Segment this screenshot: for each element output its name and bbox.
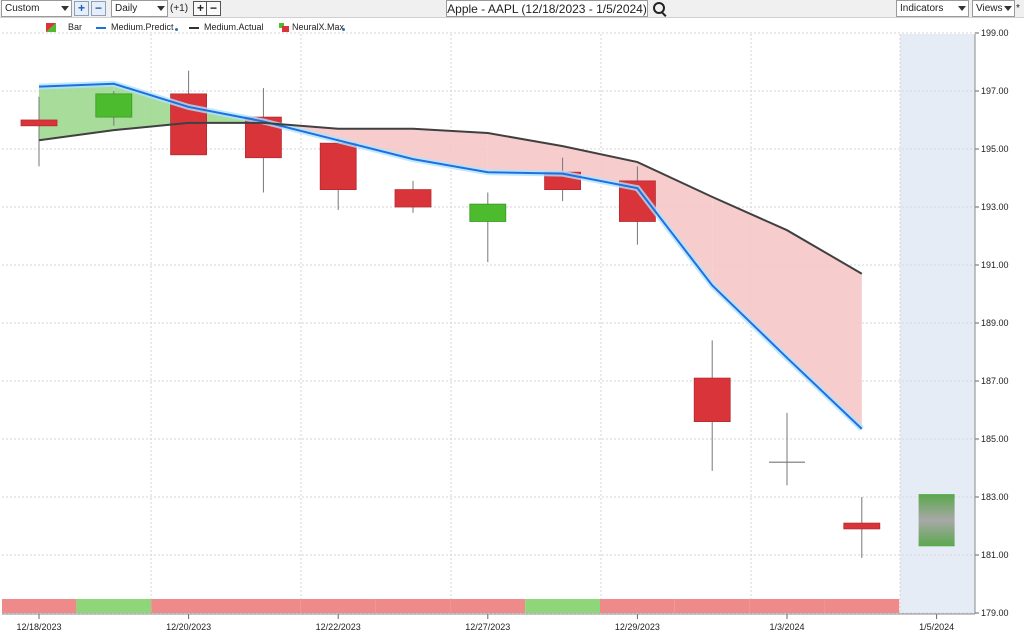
legend-label: Medium.Predict	[111, 22, 174, 32]
offset-remove-button[interactable]: −	[206, 1, 221, 16]
line-swatch-icon	[189, 27, 199, 29]
x-tick-label: 12/18/2023	[16, 622, 61, 632]
layout-select[interactable]: Custom	[1, 0, 72, 17]
chevron-down-icon	[61, 6, 69, 11]
y-tick-label: 187.00	[981, 376, 1009, 386]
modified-indicator: *	[1016, 3, 1020, 14]
layout-select-value: Custom	[5, 3, 40, 14]
offset-add-button[interactable]: +	[193, 1, 208, 16]
indicators-label: Indicators	[900, 3, 944, 14]
y-tick-label: 193.00	[981, 202, 1009, 212]
signal-strip-cell	[674, 599, 750, 613]
signal-strip-cell	[525, 599, 600, 613]
interval-select[interactable]: Daily	[111, 0, 168, 17]
x-tick-label: 12/22/2023	[316, 622, 361, 632]
candle-body[interactable]	[843, 522, 881, 530]
views-label: Views	[976, 3, 1003, 14]
signal-strip	[2, 599, 900, 613]
y-tick-label: 195.00	[981, 144, 1009, 154]
axes: 199.00 197.00 195.00 193.00 191.00 189.00 187.…	[2, 28, 1009, 632]
bar-swatch-icon	[46, 23, 56, 32]
y-tick-label: 179.00	[981, 608, 1009, 618]
toolbar: Custom + − Daily (+1) + − Apple - AAPL (…	[0, 0, 1024, 18]
spread-segment	[637, 162, 713, 286]
series-lines	[38, 80, 864, 432]
candle-body[interactable]	[319, 142, 357, 190]
candle-body[interactable]	[20, 119, 58, 127]
chevron-down-icon	[1004, 6, 1012, 11]
spread-fill	[39, 83, 862, 429]
candle-body[interactable]	[693, 377, 731, 423]
signal-strip-cell	[749, 599, 825, 613]
signal-strip-cell	[76, 599, 152, 613]
spread-segment	[712, 196, 787, 358]
line-swatch-icon	[96, 27, 106, 29]
settings-dot-icon[interactable]	[175, 28, 178, 31]
symbol-title[interactable]: Apple - AAPL (12/18/2023 - 1/5/2024)	[446, 0, 648, 17]
legend-label: Medium.Actual	[204, 22, 264, 32]
y-tick-label: 199.00	[981, 28, 1009, 38]
interval-select-value: Daily	[115, 3, 138, 14]
spread-segment	[39, 83, 114, 141]
x-tick-label: 12/20/2023	[166, 622, 211, 632]
legend-label: Bar	[68, 22, 83, 32]
signal-strip-cell	[300, 599, 376, 613]
signal-strip-cell	[450, 599, 526, 613]
signal-strip-cell	[824, 599, 900, 613]
y-tick-label: 183.00	[981, 492, 1009, 502]
forecast-box[interactable]	[918, 494, 955, 547]
y-tick-label: 189.00	[981, 318, 1009, 328]
signal-strip-cell	[226, 599, 301, 613]
medium-predict-line[interactable]	[38, 82, 863, 430]
candle-body[interactable]	[95, 93, 133, 118]
x-tick-label: 1/5/2024	[919, 622, 954, 632]
signal-strip-cell	[600, 599, 675, 613]
neuralx-swatch-icon	[279, 23, 289, 32]
remove-chart-button[interactable]: −	[91, 1, 106, 16]
spread-segment	[113, 83, 189, 131]
legend-label: NeuralX.Max	[292, 22, 345, 32]
signal-strip-cell	[151, 599, 226, 613]
y-tick-label: 197.00	[981, 86, 1009, 96]
spread-segment	[562, 146, 638, 189]
signal-strip-cell	[2, 599, 77, 613]
y-tick-label: 181.00	[981, 550, 1009, 560]
indicators-select[interactable]: Indicators	[896, 0, 969, 17]
spread-segment	[787, 230, 862, 429]
chevron-down-icon	[157, 6, 165, 11]
settings-dot-icon[interactable]	[342, 28, 345, 31]
search-icon[interactable]	[653, 2, 665, 14]
chevron-down-icon	[958, 6, 966, 11]
offset-label: (+1)	[170, 3, 189, 14]
y-tick-label: 185.00	[981, 434, 1009, 444]
views-select[interactable]: Views	[972, 0, 1015, 17]
signal-strip-cell	[375, 599, 451, 613]
x-tick-label: 1/3/2024	[769, 622, 804, 632]
candle-body[interactable]	[394, 189, 432, 208]
x-tick-label: 12/29/2023	[615, 622, 660, 632]
add-chart-button[interactable]: +	[74, 1, 89, 16]
candle-body[interactable]	[469, 203, 507, 222]
medium-actual-line[interactable]	[38, 121, 863, 275]
x-tick-label: 12/27/2023	[465, 622, 510, 632]
y-tick-label: 191.00	[981, 260, 1009, 270]
